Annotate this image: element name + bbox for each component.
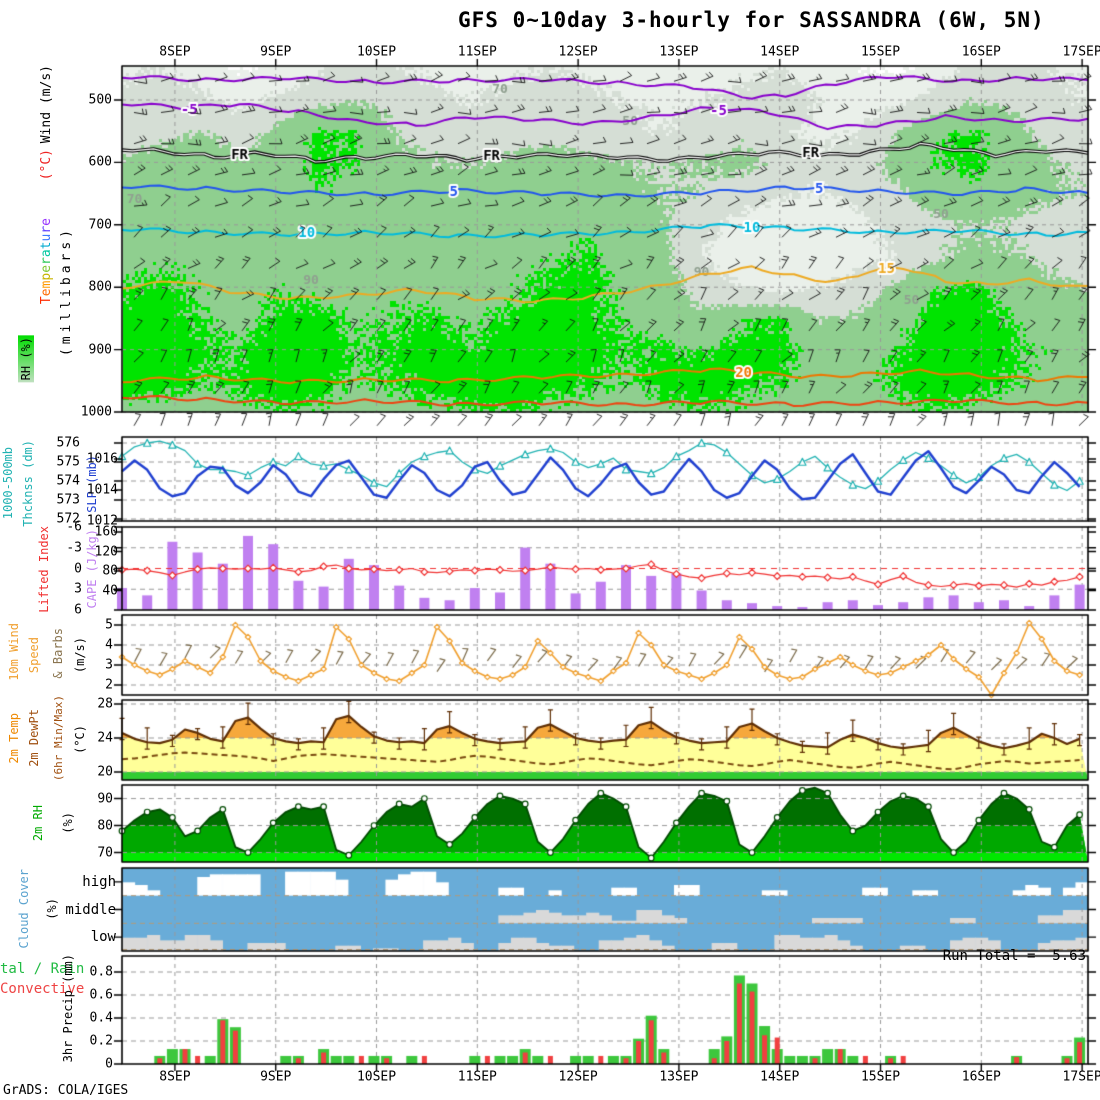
precip-legend-convective: Convective [0, 981, 85, 997]
precip-tick-0.4: 0.4 [89, 1010, 113, 1026]
pressure-tick-700: 700 [88, 217, 112, 233]
day-label-top-13SEP: 13SEP [659, 44, 699, 60]
day-label-bottom-16SEP: 16SEP [961, 1069, 1001, 1085]
upper-wind-axis-label: Wind (m/s) [38, 64, 54, 144]
run-total: Run Total = 5.63 [942, 948, 1086, 964]
day-label-top-11SEP: 11SEP [457, 44, 497, 60]
pressure-tick-500: 500 [88, 92, 112, 108]
wind10-barbs-axis-label: & Barbs [51, 627, 65, 679]
slp-tick-1014: 1014 [86, 482, 118, 498]
day-label-top-16SEP: 16SEP [961, 44, 1001, 60]
thickness-tick-574: 574 [56, 473, 80, 489]
day-label-top-9SEP: 9SEP [260, 44, 292, 60]
day-label-bottom-9SEP: 9SEP [260, 1069, 292, 1085]
lifted-index-tick--3: -3 [66, 540, 82, 556]
day-label-bottom-17SEP: 17SEP [1062, 1069, 1100, 1085]
wind10-axis-label-2: Speed [27, 636, 41, 674]
pressure-tick-1000: 1000 [80, 404, 112, 420]
cloud-band-label-middle: middle [65, 901, 116, 918]
wind10-tick-5: 5 [105, 617, 113, 633]
lifted-index-tick-0: 0 [74, 561, 82, 576]
day-label-top-14SEP: 14SEP [760, 44, 800, 60]
day-label-top-15SEP: 15SEP [860, 44, 901, 60]
cape-tick-40: 40 [102, 583, 118, 598]
day-label-bottom-12SEP: 12SEP [558, 1069, 598, 1085]
cloud-band-label-high: high [82, 873, 116, 890]
pressure-tick-800: 800 [88, 279, 112, 295]
temp2m-units-label: (°C) [73, 724, 87, 754]
thickness-axis-label-2: Thcknss (dm) [21, 439, 35, 527]
day-label-top-17SEP: 17SEP [1062, 44, 1100, 60]
upper-millibars-axis-label: (millibars) [58, 226, 74, 357]
cape-tick-120: 120 [94, 544, 118, 559]
day-label-top-10SEP: 10SEP [356, 44, 397, 60]
lifted-index-tick-3: 3 [74, 581, 82, 597]
upper-rh-axis-label: RH (%) [18, 335, 34, 383]
wind10-units-label: (m/s) [73, 636, 87, 674]
day-label-top-8SEP: 8SEP [159, 44, 191, 60]
rh2m-axis-label: 2m RH [31, 804, 45, 842]
thickness-tick-575: 575 [56, 454, 80, 470]
day-label-bottom-15SEP: 15SEP [860, 1069, 901, 1085]
wind10-tick-4: 4 [105, 637, 113, 653]
thickness-tick-573: 573 [56, 492, 80, 508]
day-label-bottom-11SEP: 11SEP [457, 1069, 497, 1085]
rh2m-units-label: (%) [61, 812, 75, 834]
precip-tick-0: 0 [105, 1056, 113, 1072]
wind10-axis-label-1: 10m Wind [7, 623, 21, 681]
cape-tick-160: 160 [94, 524, 118, 540]
cape-tick-80: 80 [102, 563, 118, 579]
precip-legend-total-rain: tal / Rain [0, 961, 85, 977]
cloud-cover-axis-label: Cloud Cover [17, 869, 31, 949]
lifted-index-tick--6: -6 [66, 519, 82, 535]
day-label-bottom-13SEP: 13SEP [659, 1069, 699, 1085]
upper-temperature-axis-label: Temperature [38, 217, 54, 305]
pressure-tick-600: 600 [88, 154, 112, 170]
day-label-bottom-14SEP: 14SEP [760, 1069, 800, 1085]
upper-degc-axis-label: (°C) [38, 149, 54, 181]
thickness-tick-572: 572 [56, 511, 80, 527]
lifted-index-tick-6: 6 [74, 602, 82, 618]
temp2m-axis-label: 2m Temp [7, 712, 21, 764]
temp2m-tick-24: 24 [97, 730, 113, 746]
dewpt-axis-label: 2m DewPt [27, 709, 41, 767]
cloud-band-label-low: low [90, 929, 116, 946]
minmax-axis-label: (6hr Min/Max) [51, 694, 65, 782]
rh2m-tick-70: 70 [97, 845, 113, 861]
precip-tick-0.6: 0.6 [89, 987, 113, 1003]
rh2m-tick-90: 90 [97, 791, 113, 807]
pressure-tick-900: 900 [88, 342, 112, 358]
page-title: GFS 0~10day 3-hourly for SASSANDRA (6W, … [458, 8, 1045, 32]
precip-tick-0.8: 0.8 [89, 964, 113, 980]
day-label-bottom-8SEP: 8SEP [159, 1069, 191, 1085]
rh2m-tick-80: 80 [97, 818, 113, 834]
temp2m-tick-28: 28 [97, 696, 113, 712]
slp-tick-1016: 1016 [86, 451, 118, 467]
slp-tick-1012: 1012 [86, 513, 118, 529]
precip-tick-0.2: 0.2 [89, 1033, 113, 1049]
temp2m-tick-20: 20 [97, 764, 113, 780]
grads-credit: GrADS: COLA/IGES [3, 1083, 129, 1098]
lifted-index-axis-label: Lifted Index [37, 525, 51, 613]
wind10-tick-3: 3 [105, 657, 113, 673]
cloud-cover-units-label: (%) [45, 898, 59, 920]
day-label-bottom-10SEP: 10SEP [356, 1069, 397, 1085]
thickness-tick-576: 576 [56, 435, 80, 451]
day-label-top-12SEP: 12SEP [558, 44, 598, 60]
thickness-axis-label-1: 1000-500mb [1, 446, 15, 520]
precip-axis-label: 3hr Precip (mm) [61, 953, 75, 1063]
wind10-tick-2: 2 [105, 677, 113, 693]
